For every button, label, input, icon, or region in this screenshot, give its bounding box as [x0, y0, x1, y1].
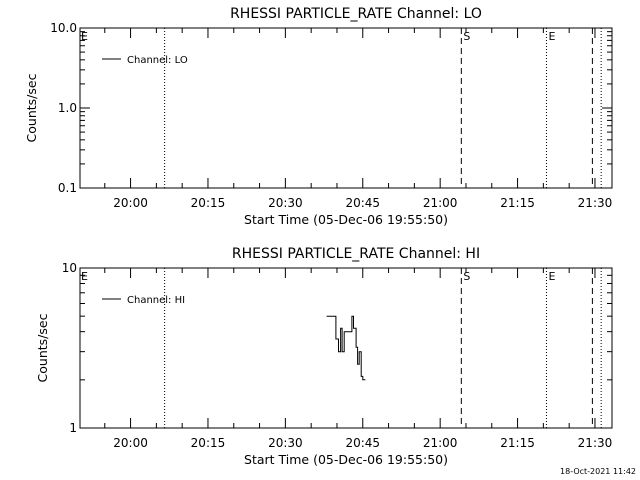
- chart1-x-tick-label: 21:00: [423, 196, 458, 210]
- chart1-plot-frame: [79, 27, 613, 189]
- chart2-series-line: [326, 315, 366, 381]
- chart2-x-tick-label: 21:15: [500, 436, 535, 450]
- chart1-event-marker-label: E: [548, 30, 555, 43]
- chart2-x-tick-label: 20:45: [345, 436, 380, 450]
- chart2-y-axis-label: Counts/sec: [35, 313, 50, 382]
- chart2-x-tick-label: 20:00: [113, 436, 148, 450]
- chart1-edge-marker-label: E: [81, 30, 88, 43]
- chart2-x-tick-label: 21:30: [578, 436, 613, 450]
- chart1-x-tick-label: 21:15: [500, 196, 535, 210]
- chart1-y-axis-label: Counts/sec: [24, 73, 39, 142]
- chart1-x-tick-label: 21:30: [578, 196, 613, 210]
- chart1-legend-label: Channel: LO: [127, 55, 188, 66]
- chart2-event-marker-label: E: [548, 270, 555, 283]
- chart2-y-tick-label: 1: [69, 421, 77, 435]
- chart2-x-tick-label: 20:30: [268, 436, 303, 450]
- chart2-event-marker-label: S: [463, 270, 470, 283]
- chart1-y-tick-label: 0.1: [58, 181, 77, 195]
- chart1-x-tick-label: 20:00: [113, 196, 148, 210]
- chart2-legend-label: Channel: HI: [127, 295, 185, 306]
- chart1-x-tick-label: 20:15: [191, 196, 226, 210]
- chart1-x-tick-label: 20:30: [268, 196, 303, 210]
- timestamp: 18-Oct-2021 11:42: [560, 467, 636, 476]
- chart1-y-tick-label: 10.0: [50, 21, 77, 35]
- chart2-plot-frame: [79, 267, 613, 429]
- chart1-event-marker-label: S: [463, 30, 470, 43]
- chart2-edge-marker-label: E: [81, 270, 88, 283]
- chart2-y-tick-label: 10: [62, 261, 77, 275]
- chart1-title: RHESSI PARTICLE_RATE Channel: LO: [230, 6, 482, 22]
- chart2-title: RHESSI PARTICLE_RATE Channel: HI: [232, 246, 480, 262]
- chart1-y-tick-label: 1.0: [58, 101, 77, 115]
- chart2-x-tick-label: 20:15: [191, 436, 226, 450]
- chart2-x-tick-label: 21:00: [423, 436, 458, 450]
- chart1-x-tick-label: 20:45: [345, 196, 380, 210]
- chart2-x-axis-label: Start Time (05-Dec-06 19:55:50): [244, 452, 448, 467]
- chart1-x-axis-label: Start Time (05-Dec-06 19:55:50): [244, 212, 448, 227]
